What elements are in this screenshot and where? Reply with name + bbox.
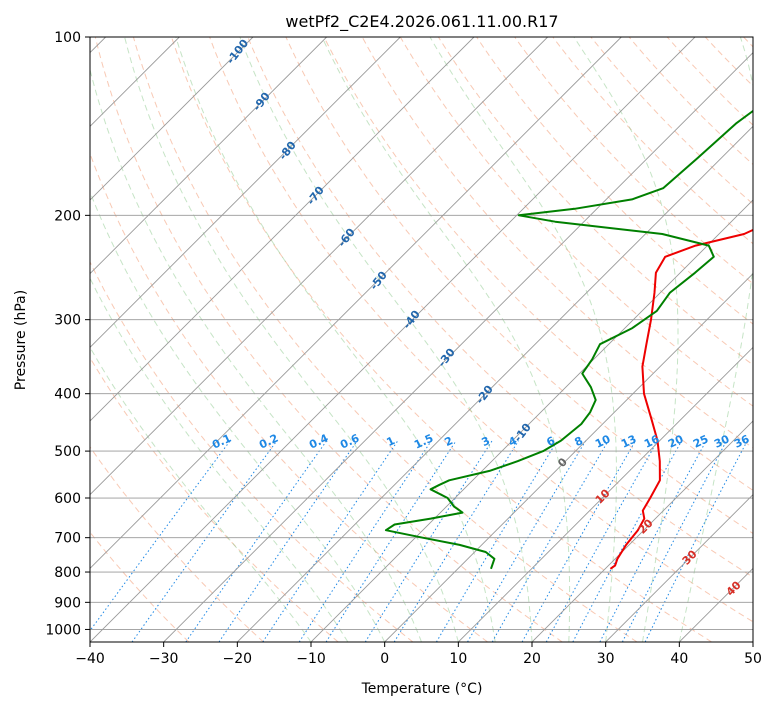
moist-adiabat-line	[175, 37, 496, 642]
dry-adiabat-line	[247, 37, 753, 578]
y-tick-label: 500	[54, 444, 81, 460]
dry-adiabat-line	[514, 37, 753, 285]
mixing-ratio-line	[491, 440, 609, 642]
moist-adiabat-line	[678, 37, 753, 642]
mixing-ratio-line	[325, 440, 457, 642]
isotherm-line	[90, 37, 254, 201]
grid	[90, 37, 753, 642]
dry-adiabat-line	[399, 37, 753, 407]
mixing-ratio-label: 20	[666, 432, 686, 450]
mixing-ratio-line	[298, 440, 432, 642]
mixing-ratio-line	[262, 440, 399, 642]
mixing-ratio-label: 10	[593, 432, 613, 450]
isotherm-line	[90, 37, 622, 569]
x-axis: −40 −30 −20 −10 0 10 20 30 40 50	[75, 642, 762, 667]
mixing-ratio-label: 36	[732, 432, 752, 450]
dry-adiabat-line	[94, 37, 563, 642]
mixing-ratio-line	[364, 440, 493, 642]
moist-adiabat-line	[90, 67, 422, 642]
dry-adiabat-line	[628, 37, 753, 166]
moist-adiabat-line	[239, 37, 533, 642]
y-tick-label: 600	[54, 491, 81, 507]
mixing-ratio-line	[545, 440, 659, 642]
isotherm-line	[310, 199, 753, 642]
dry-adiabat-line	[476, 37, 753, 325]
isotherm-line	[605, 494, 753, 642]
dry-adiabat-line	[90, 260, 414, 642]
x-tick-label: −30	[149, 651, 179, 667]
y-tick-label: 700	[54, 531, 81, 547]
x-tick-label: 10	[449, 651, 467, 667]
mixing-ratio-label: 25	[691, 432, 710, 450]
mixing-ratio-line	[90, 440, 231, 632]
mixing-ratio-line	[435, 440, 558, 642]
x-tick-label: 30	[597, 651, 615, 667]
isotherm-line	[90, 37, 327, 275]
x-tick-label: 0	[380, 651, 389, 667]
mixing-ratio-line	[131, 440, 278, 642]
dewpoint-profile-line	[384, 109, 753, 570]
x-tick-label: −40	[75, 651, 105, 667]
isotherm-line	[163, 52, 753, 642]
isotherm-line	[90, 37, 696, 642]
moist-adiabat-line	[124, 37, 459, 642]
isotherm-line	[458, 346, 753, 642]
plot-frame	[89, 36, 754, 643]
isotherm-line	[90, 37, 548, 496]
x-axis-label: Temperature (°C)	[361, 681, 483, 697]
dry-adiabat-line	[132, 37, 638, 642]
isotherm-line	[237, 125, 753, 642]
mixing-ratio-line	[467, 440, 587, 642]
dry-adiabat-line	[209, 37, 753, 623]
dry-adiabat-line	[323, 37, 753, 491]
y-tick-label: 100	[54, 30, 81, 46]
moist-adiabat-line	[573, 37, 679, 642]
x-tick-label: −20	[223, 651, 253, 667]
moist-adiabat-line	[90, 190, 386, 642]
y-axis-label: Pressure (hPa)	[13, 290, 29, 390]
mixing-ratio-line	[185, 440, 328, 642]
x-tick-label: −10	[296, 651, 326, 667]
profiles	[384, 109, 753, 570]
mixing-ratio-line	[521, 440, 637, 642]
y-tick-label: 900	[54, 595, 81, 611]
y-axis: 100 200 300 400 500 600 700 800 900 1000	[45, 30, 90, 638]
mixing-ratio-label: 16	[642, 432, 662, 450]
mixing-ratio-label: 13	[619, 432, 638, 450]
moist-adiabat-line	[321, 37, 571, 642]
chart-title: wetPf2_C2E4.2026.061.11.00.R17	[285, 12, 558, 32]
isotherm-line	[90, 37, 401, 348]
isotherm-line	[90, 37, 475, 422]
y-tick-label: 400	[54, 387, 81, 403]
y-tick-label: 1000	[45, 622, 81, 638]
isotherm-line	[384, 273, 753, 642]
isotherm-line	[531, 420, 753, 642]
mixing-ratio-label: 30	[712, 432, 732, 450]
dry-adiabat-line	[90, 446, 264, 642]
x-tick-label: 50	[744, 651, 762, 667]
y-tick-label: 300	[54, 313, 81, 329]
y-tick-label: 200	[54, 208, 81, 224]
temperature-profile-line	[609, 228, 753, 570]
mixing-ratio-line	[644, 440, 748, 642]
moist-adiabat-line	[429, 37, 617, 642]
y-tick-label: 800	[54, 565, 81, 581]
x-tick-label: 40	[670, 651, 688, 667]
x-tick-label: 20	[523, 651, 541, 667]
moist-adiabat-line	[90, 277, 349, 642]
